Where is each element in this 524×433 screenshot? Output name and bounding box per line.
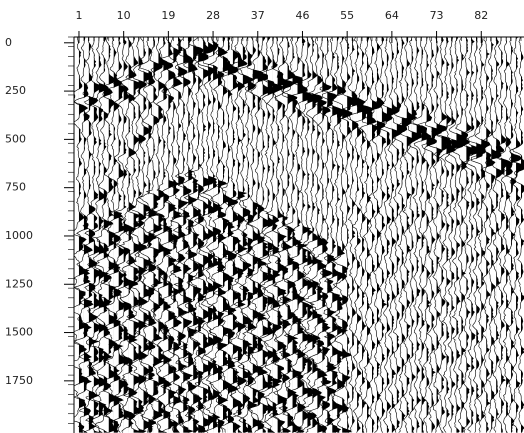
x-tick-label: 19 [161,9,175,22]
trace-wiggle [223,37,242,433]
y-tick-label: 750 [5,181,26,194]
page: {"chart_data": {"type": "wiggle", "xtick… [0,0,524,433]
trace-wiggle [342,37,359,433]
trace-fill [362,37,372,433]
x-tick-label: 82 [474,9,488,22]
x-tick-label: 55 [340,9,354,22]
y-tick-label: 1000 [5,229,33,242]
x-tick-label: 46 [295,9,309,22]
chart: 1 10 19 28 37 46 55 64 73 82 0 250 500 750 1000 1250 150… [0,0,524,433]
y-tick-label: 500 [5,132,26,145]
trace-wiggle [79,37,99,433]
trace-fill [417,37,427,433]
x-tick-label: 64 [385,9,399,22]
trace-wiggle [427,37,447,433]
y-tick-label: 1500 [5,326,33,339]
seismic-traces [69,37,524,433]
y-tick-label: 1750 [5,374,33,387]
x-tick-label: 73 [430,9,444,22]
y-tick-label: 250 [5,84,26,97]
trace-fill [243,37,253,433]
trace-fill [337,37,347,433]
trace-fill [392,37,402,433]
trace-fill [367,37,376,433]
y-tick-label: 0 [5,36,12,49]
trace-fill [402,37,412,433]
trace-fill [79,37,89,433]
y-tick-label: 1250 [5,277,33,290]
trace-fill [382,37,392,433]
x-tick-label: 10 [117,9,131,22]
trace-wiggle [493,37,511,433]
x-tick-label: 28 [206,9,220,22]
trace-wiggle [409,37,427,433]
x-tick-label: 37 [251,9,265,22]
trace-fill [168,37,178,433]
trace-fill [134,37,143,433]
x-tick-label: 1 [75,9,82,22]
trace-fill [437,37,447,433]
trace-wiggle [173,37,193,433]
